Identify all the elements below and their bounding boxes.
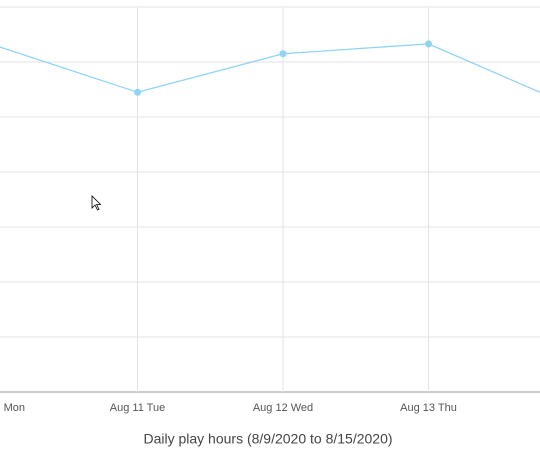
chart-title: Daily play hours (8/9/2020 to 8/15/2020) bbox=[143, 431, 392, 447]
point bbox=[279, 50, 287, 58]
x-tick-label: Aug 13 Thu bbox=[400, 402, 457, 414]
mouse-cursor bbox=[91, 195, 102, 211]
point bbox=[134, 88, 141, 96]
x-tick-label: Aug 11 Tue bbox=[110, 402, 165, 414]
line bbox=[0, 43, 540, 94]
point bbox=[425, 40, 432, 48]
x-tick-label: Aug 12 Wed bbox=[253, 402, 313, 414]
x-tick-label: Mon bbox=[4, 402, 25, 414]
